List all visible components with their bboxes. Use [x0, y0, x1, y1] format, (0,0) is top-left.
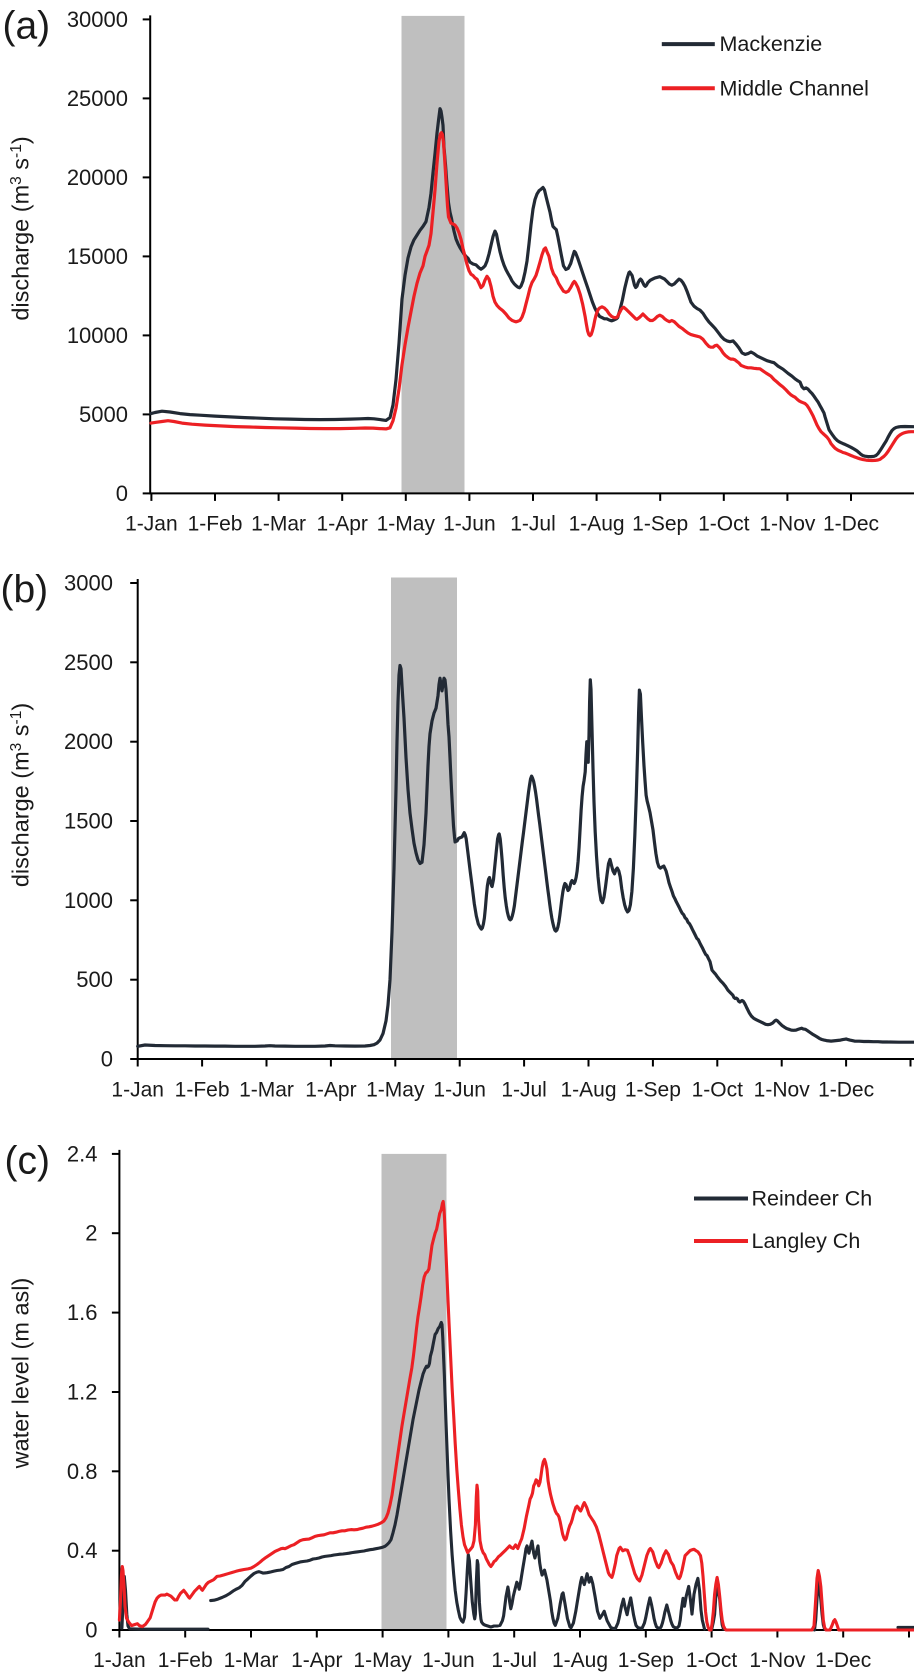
svg-text:1-Apr: 1-Apr: [317, 513, 368, 536]
svg-text:30000: 30000: [67, 7, 128, 32]
svg-text:1-Feb: 1-Feb: [158, 1649, 213, 1672]
svg-text:0.8: 0.8: [67, 1459, 98, 1484]
svg-text:1.2: 1.2: [67, 1380, 98, 1405]
svg-text:1-Sep: 1-Sep: [632, 513, 688, 536]
svg-text:1-Sep: 1-Sep: [625, 1079, 681, 1102]
svg-text:1-Aug: 1-Aug: [552, 1649, 608, 1672]
svg-text:Langley Ch: Langley Ch: [752, 1229, 861, 1253]
svg-text:1-Jun: 1-Jun: [422, 1649, 475, 1672]
svg-text:500: 500: [76, 967, 113, 992]
svg-text:1-Feb: 1-Feb: [188, 513, 243, 536]
svg-text:10000: 10000: [67, 323, 128, 348]
svg-text:1-Nov: 1-Nov: [754, 1079, 811, 1102]
svg-text:1-Nov: 1-Nov: [749, 1649, 806, 1672]
svg-text:1-Mar: 1-Mar: [224, 1649, 279, 1672]
svg-text:1-Oct: 1-Oct: [698, 513, 750, 536]
svg-text:1000: 1000: [64, 888, 113, 913]
svg-text:5000: 5000: [79, 402, 128, 427]
svg-text:1-Jan: 1-Jan: [125, 513, 178, 536]
svg-text:2: 2: [85, 1221, 97, 1246]
svg-text:1-Nov: 1-Nov: [759, 513, 816, 536]
svg-text:1-Mar: 1-Mar: [251, 513, 306, 536]
svg-text:0.4: 0.4: [67, 1538, 98, 1563]
svg-text:1-Jan: 1-Jan: [93, 1649, 146, 1672]
svg-text:1-Dec: 1-Dec: [818, 1079, 874, 1102]
svg-text:1-Jun: 1-Jun: [443, 513, 496, 536]
svg-text:(b): (b): [1, 569, 49, 612]
svg-text:water level (m asl): water level (m asl): [8, 1278, 34, 1470]
svg-text:1-Apr: 1-Apr: [291, 1649, 342, 1672]
svg-text:1-Dec: 1-Dec: [823, 513, 879, 536]
svg-text:2500: 2500: [64, 650, 113, 675]
svg-text:1-Jun: 1-Jun: [433, 1079, 486, 1102]
svg-text:1-Aug: 1-Aug: [569, 513, 625, 536]
svg-text:0: 0: [101, 1047, 113, 1072]
svg-text:0: 0: [85, 1618, 97, 1643]
svg-text:1-Oct: 1-Oct: [686, 1649, 738, 1672]
svg-text:1500: 1500: [64, 809, 113, 834]
svg-text:1-May: 1-May: [353, 1649, 412, 1672]
svg-text:Mackenzie: Mackenzie: [720, 32, 823, 56]
svg-text:1.6: 1.6: [67, 1300, 98, 1325]
svg-text:1-Aug: 1-Aug: [560, 1079, 616, 1102]
svg-text:Reindeer Ch: Reindeer Ch: [752, 1187, 873, 1211]
svg-text:1-May: 1-May: [366, 1079, 425, 1102]
svg-text:(c): (c): [5, 1140, 50, 1183]
svg-text:1-Jan: 1-Jan: [111, 1079, 164, 1102]
svg-text:discharge (m3 s-1): discharge (m3 s-1): [8, 136, 34, 320]
svg-text:1-Oct: 1-Oct: [692, 1079, 744, 1102]
svg-text:1-May: 1-May: [377, 513, 436, 536]
svg-text:1-Dec: 1-Dec: [815, 1649, 871, 1672]
svg-text:2000: 2000: [64, 729, 113, 754]
svg-text:1-Sep: 1-Sep: [618, 1649, 674, 1672]
svg-text:15000: 15000: [67, 244, 128, 269]
svg-text:1-Mar: 1-Mar: [239, 1079, 294, 1102]
svg-text:1-Jul: 1-Jul: [510, 513, 556, 536]
svg-text:20000: 20000: [67, 165, 128, 190]
svg-text:1-Jul: 1-Jul: [501, 1079, 547, 1102]
svg-text:(a): (a): [3, 4, 51, 47]
svg-text:Middle Channel: Middle Channel: [720, 76, 869, 100]
svg-text:2.4: 2.4: [67, 1141, 98, 1166]
svg-text:25000: 25000: [67, 86, 128, 111]
svg-text:0: 0: [116, 481, 128, 506]
svg-text:1-Apr: 1-Apr: [305, 1079, 356, 1102]
svg-text:discharge (m3 s-1): discharge (m3 s-1): [8, 703, 34, 887]
svg-text:1-Feb: 1-Feb: [175, 1079, 230, 1102]
svg-text:1-Jul: 1-Jul: [491, 1649, 537, 1672]
svg-text:3000: 3000: [64, 571, 113, 596]
